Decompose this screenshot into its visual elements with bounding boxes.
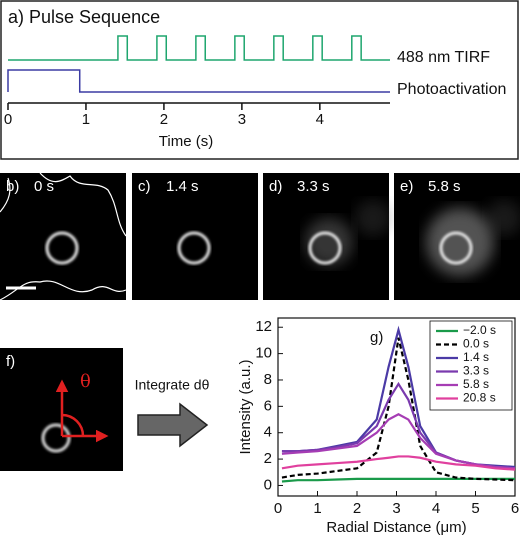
y-tick-label: 12 bbox=[255, 318, 272, 335]
x-tick-label: 6 bbox=[511, 500, 519, 517]
legend-label: 1.4 s bbox=[463, 350, 489, 364]
panel-label: b) bbox=[6, 178, 19, 195]
ring bbox=[45, 231, 79, 265]
x-axis-label: Time (s) bbox=[159, 133, 213, 150]
y-tick-label: 8 bbox=[264, 371, 272, 388]
panel-a-frame bbox=[0, 0, 519, 160]
cell-outline bbox=[0, 172, 127, 301]
pulse-line bbox=[7, 69, 390, 93]
y-tick-label: 2 bbox=[264, 450, 272, 467]
y-tick-label: 10 bbox=[255, 345, 272, 362]
legend-label: 20.8 s bbox=[463, 391, 496, 405]
ring bbox=[41, 423, 71, 453]
panel-label: c) bbox=[138, 178, 151, 195]
haze bbox=[305, 218, 353, 266]
y-tick-label: 4 bbox=[264, 424, 272, 441]
ring bbox=[177, 231, 211, 265]
theta-label: θ bbox=[80, 371, 91, 392]
x-tick-label: 4 bbox=[432, 500, 440, 517]
time-label: 1.4 s bbox=[166, 178, 199, 195]
time-label: 3.3 s bbox=[297, 178, 330, 195]
time-label: 5.8 s bbox=[428, 178, 461, 195]
legend-label: −2.0 s bbox=[463, 323, 496, 337]
y-tick-label: 0 bbox=[264, 476, 272, 493]
series-label: 488 nm TIRF bbox=[397, 49, 490, 66]
data-line bbox=[281, 337, 516, 482]
legend-label: 3.3 s bbox=[463, 364, 489, 378]
ring bbox=[308, 231, 342, 265]
pulse-line bbox=[8, 35, 390, 61]
panel-label: e) bbox=[400, 178, 413, 195]
image bbox=[132, 173, 258, 300]
haze bbox=[486, 200, 520, 236]
integrate-arrow bbox=[137, 402, 209, 448]
x-tick-label: 2 bbox=[353, 500, 361, 517]
x-tick-label: 3 bbox=[238, 111, 246, 128]
y-tick-label: 6 bbox=[264, 397, 272, 414]
legend-label: 0.0 s bbox=[463, 337, 489, 351]
y-axis-label: Intensity (a.u.) bbox=[237, 359, 254, 454]
data-line bbox=[281, 455, 516, 471]
x-tick-label: 1 bbox=[82, 111, 90, 128]
legend-label: 5.8 s bbox=[463, 377, 489, 391]
panel-f: θ f) bbox=[0, 348, 123, 471]
x-tick-label: 0 bbox=[4, 111, 12, 128]
x-tick-label: 3 bbox=[392, 500, 400, 517]
haze bbox=[426, 208, 494, 276]
panel-label: d) bbox=[269, 178, 282, 195]
series-label: Photoactivation bbox=[397, 81, 506, 98]
arrow-label: Integrate dθ bbox=[135, 377, 210, 393]
panel-label: f) bbox=[6, 353, 15, 370]
x-axis-label: Radial Distance (μm) bbox=[326, 519, 466, 536]
haze bbox=[355, 200, 391, 236]
legend-box bbox=[429, 320, 513, 411]
ring bbox=[439, 231, 473, 265]
data-line bbox=[281, 413, 516, 470]
panel-a-title: a) Pulse Sequence bbox=[8, 7, 160, 27]
time-label: 0 s bbox=[34, 178, 54, 195]
x-tick-label: 4 bbox=[316, 111, 324, 128]
x-tick-label: 1 bbox=[313, 500, 321, 517]
angle-arc bbox=[61, 413, 85, 437]
panel-label: g) bbox=[370, 329, 383, 346]
images: b) 0 s c) 1.4 s d) 3.3 s e) 5.8 s bbox=[0, 172, 520, 301]
image bbox=[0, 173, 126, 300]
x-tick-label: 0 bbox=[274, 500, 282, 517]
x-tick-label: 2 bbox=[160, 111, 168, 128]
x-tick-label: 5 bbox=[471, 500, 479, 517]
